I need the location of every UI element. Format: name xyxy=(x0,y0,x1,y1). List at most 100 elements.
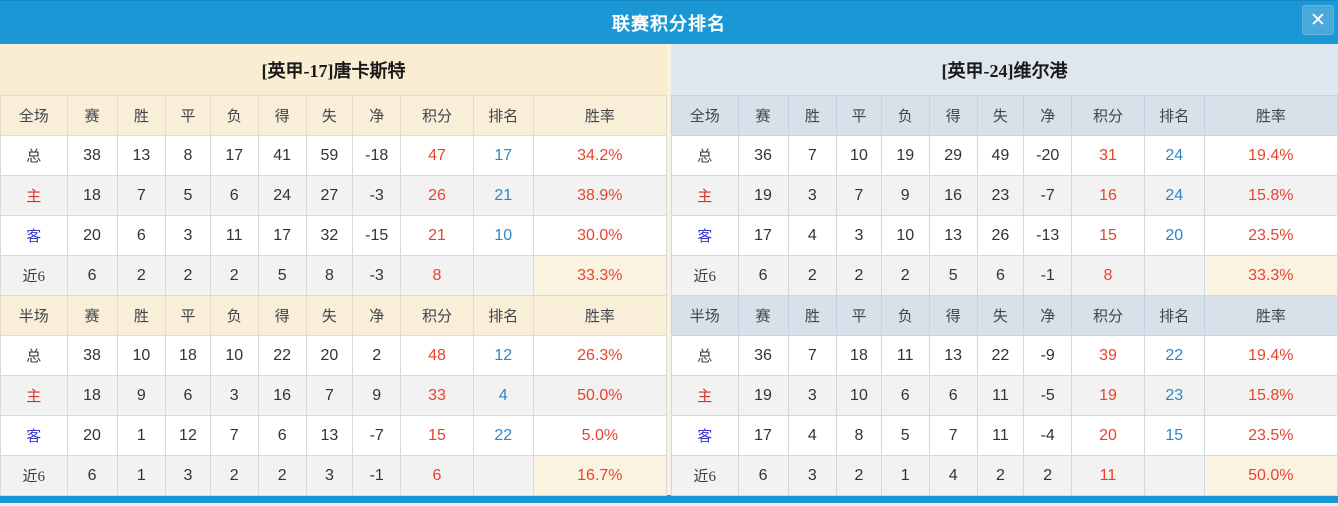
stat-cell: 2 xyxy=(116,255,167,296)
stat-cell: 17 xyxy=(209,135,259,176)
stat-cell: 9 xyxy=(352,375,402,416)
column-header-cell: 胜 xyxy=(787,95,838,136)
stat-cell: 7 xyxy=(928,415,978,456)
stat-cell: -7 xyxy=(352,415,402,456)
column-header-cell: 得 xyxy=(928,295,978,336)
section-title-cell: 全场 xyxy=(0,95,68,136)
stat-cell: 1 xyxy=(880,455,930,496)
stat-cell: 2 xyxy=(209,455,259,496)
stat-cell: 4 xyxy=(787,215,838,256)
win-rate-cell: 26.3% xyxy=(532,335,668,376)
stat-cell: 18 xyxy=(66,175,118,216)
stat-cell: 6 xyxy=(737,455,789,496)
column-header-cell: 胜 xyxy=(116,295,167,336)
column-header-cell: 平 xyxy=(836,295,882,336)
win-rate-cell: 16.7% xyxy=(532,455,668,496)
column-header-cell: 赛 xyxy=(737,95,789,136)
stat-cell: 2 xyxy=(836,255,882,296)
window-title: 联赛积分排名 xyxy=(612,13,726,34)
table-row: 近6 6 2 2 2 5 8 -3 8 33.3% xyxy=(0,255,668,296)
column-header-cell: 排名 xyxy=(1143,95,1205,136)
win-rate-cell: 33.3% xyxy=(532,255,668,296)
stat-cell: 17 xyxy=(257,215,307,256)
column-header-cell: 失 xyxy=(976,95,1025,136)
stat-cell: 18 xyxy=(836,335,882,376)
stat-cell: 5 xyxy=(165,175,211,216)
stat-cell: 3 xyxy=(165,455,211,496)
stat-cell: 10 xyxy=(836,375,882,416)
stat-cell: 10 xyxy=(116,335,167,376)
close-button[interactable]: ✕ xyxy=(1302,5,1334,35)
team-name: [英甲-24]维尔港 xyxy=(941,60,1068,81)
column-header-cell: 负 xyxy=(880,95,930,136)
stat-cell: -3 xyxy=(352,255,402,296)
column-header-cell: 排名 xyxy=(472,95,534,136)
column-header-cell: 胜 xyxy=(787,295,838,336)
table-row: 近6 6 2 2 2 5 6 -1 8 33.3% xyxy=(671,255,1338,296)
win-rate-cell: 34.2% xyxy=(532,135,668,176)
stat-cell: -3 xyxy=(352,175,402,216)
points-cell: 26 xyxy=(400,175,474,216)
points-cell: 15 xyxy=(1071,215,1145,256)
table-row: 客 17 4 3 10 13 26 -13 15 20 23.5% xyxy=(671,215,1338,256)
rank-cell: 22 xyxy=(472,415,534,456)
stat-cell: 7 xyxy=(836,175,882,216)
stat-cell: 4 xyxy=(787,415,838,456)
table-row: 主 18 9 6 3 16 7 9 33 4 50.0% xyxy=(0,375,668,416)
rank-cell: 24 xyxy=(1143,175,1205,216)
stat-cell: 7 xyxy=(116,175,167,216)
stat-cell: 32 xyxy=(305,215,354,256)
stat-cell: 12 xyxy=(165,415,211,456)
section-title-cell: 半场 xyxy=(0,295,68,336)
stat-cell: 8 xyxy=(165,135,211,176)
stat-cell: 41 xyxy=(257,135,307,176)
stat-cell: 20 xyxy=(66,415,118,456)
column-header-cell: 得 xyxy=(257,295,307,336)
win-rate-cell: 15.8% xyxy=(1203,375,1338,416)
stat-cell: -1 xyxy=(352,455,402,496)
stat-cell: 16 xyxy=(928,175,978,216)
win-rate-cell: 23.5% xyxy=(1203,215,1338,256)
stat-cell: 2 xyxy=(352,335,402,376)
stat-cell: 10 xyxy=(880,215,930,256)
rank-cell xyxy=(1143,255,1205,296)
team-header: [英甲-17]唐卡斯特 xyxy=(0,44,667,95)
row-label: 主 xyxy=(671,375,739,416)
stat-cell: 7 xyxy=(787,335,838,376)
stat-cell: 36 xyxy=(737,135,789,176)
stat-cell: 3 xyxy=(836,215,882,256)
stat-cell: 11 xyxy=(209,215,259,256)
stat-cell: 13 xyxy=(928,215,978,256)
bottom-edge xyxy=(0,503,1338,506)
column-header-cell: 得 xyxy=(257,95,307,136)
rank-cell: 24 xyxy=(1143,135,1205,176)
stat-cell: 8 xyxy=(836,415,882,456)
stat-cell: 7 xyxy=(209,415,259,456)
rank-cell: 10 xyxy=(472,215,534,256)
column-header-cell: 胜率 xyxy=(1203,295,1338,336)
rank-cell: 20 xyxy=(1143,215,1205,256)
win-rate-cell: 23.5% xyxy=(1203,415,1338,456)
points-cell: 48 xyxy=(400,335,474,376)
column-header-cell: 负 xyxy=(880,295,930,336)
column-header-cell: 赛 xyxy=(66,95,118,136)
points-cell: 31 xyxy=(1071,135,1145,176)
column-header-cell: 积分 xyxy=(1071,295,1145,336)
stat-cell: 9 xyxy=(116,375,167,416)
column-header-cell: 胜率 xyxy=(532,95,668,136)
stat-cell: 5 xyxy=(928,255,978,296)
column-header-cell: 积分 xyxy=(400,295,474,336)
stat-cell: 36 xyxy=(737,335,789,376)
column-header-cell: 赛 xyxy=(737,295,789,336)
column-header-cell: 赛 xyxy=(66,295,118,336)
win-rate-cell: 50.0% xyxy=(1203,455,1338,496)
table-row: 总 38 13 8 17 41 59 -18 47 17 34.2% xyxy=(0,135,668,176)
row-label: 近6 xyxy=(671,255,739,296)
stat-cell: 2 xyxy=(836,455,882,496)
column-header-cell: 失 xyxy=(305,295,354,336)
column-header-cell: 失 xyxy=(305,95,354,136)
points-cell: 6 xyxy=(400,455,474,496)
stat-cell: -13 xyxy=(1023,215,1073,256)
rank-cell: 12 xyxy=(472,335,534,376)
